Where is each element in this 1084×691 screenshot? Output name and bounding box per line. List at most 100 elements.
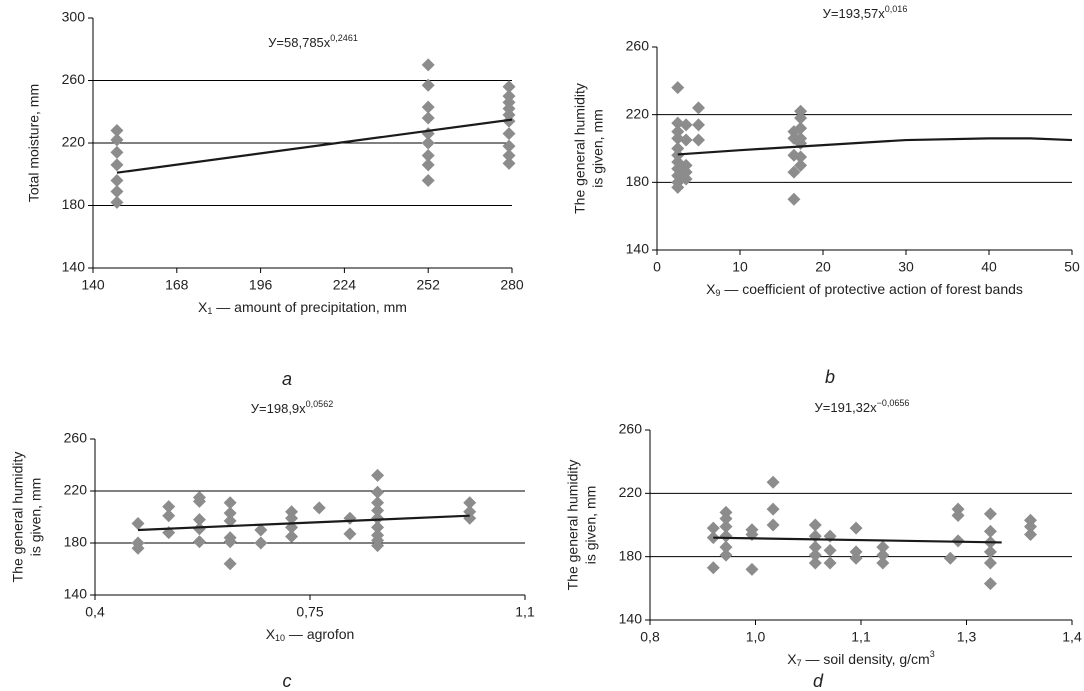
- y-axis-label: is given, mm: [583, 486, 599, 565]
- equation-exponent: 0,0562: [306, 399, 334, 409]
- point: [679, 118, 693, 132]
- point: [110, 158, 124, 172]
- point: [719, 520, 733, 534]
- point: [421, 100, 435, 114]
- y-axis-label: is given, mm: [28, 478, 44, 557]
- point: [223, 514, 237, 528]
- y-tick-label: 260: [64, 430, 88, 446]
- point: [110, 174, 124, 187]
- equation-text: У=198,9x: [251, 401, 306, 416]
- x-tick-label: 30: [898, 259, 914, 275]
- y-tick-label: 140: [62, 259, 86, 275]
- x-tick-label: 140: [81, 277, 105, 293]
- point: [110, 184, 124, 198]
- point: [876, 540, 890, 554]
- x-tick-label: 252: [417, 277, 441, 293]
- y-axis-label: The general humidity: [565, 460, 581, 591]
- x-tick-label: 1,3: [957, 629, 977, 645]
- chart-panel: 140 180 220 260 0,8 1,0 1,1 1,3 1,4 У=191,32x−0,0…: [565, 398, 1082, 690]
- x-label-text: X: [706, 281, 716, 297]
- point: [794, 104, 808, 118]
- x-tick-label: 196: [249, 277, 273, 293]
- point: [502, 149, 516, 162]
- point: [254, 523, 268, 537]
- point: [192, 513, 206, 527]
- equation-exponent: 0,016: [885, 4, 908, 14]
- y-axis-label: is given, mm: [590, 109, 606, 188]
- point: [110, 195, 124, 209]
- x-axis-label: X9 — coefficient of protective action of…: [706, 281, 1023, 299]
- point: [1024, 528, 1038, 541]
- point: [502, 114, 516, 128]
- x-tick-label: 0: [653, 259, 661, 275]
- point: [343, 527, 357, 541]
- point: [192, 494, 206, 508]
- point: [254, 536, 268, 550]
- point: [371, 511, 385, 525]
- y-tick-label: 140: [619, 611, 643, 627]
- equation: У=58,785x0,2461: [268, 33, 358, 50]
- equation-exponent: 0,2461: [330, 33, 358, 43]
- point: [371, 539, 385, 553]
- x-label-subscript: 7: [797, 658, 802, 668]
- point: [463, 496, 477, 510]
- x-tick-label: 50: [1064, 259, 1080, 275]
- point: [285, 511, 299, 525]
- chart-panel: 140 180 220 260 300 140 168 196 224 252 280 У=58,78…: [26, 9, 524, 389]
- point: [983, 524, 997, 538]
- point: [794, 158, 808, 172]
- point: [223, 496, 237, 510]
- point: [371, 520, 385, 534]
- trendline: [713, 536, 1002, 544]
- point: [312, 501, 326, 515]
- point: [671, 180, 685, 194]
- y-tick-label: 140: [626, 241, 650, 257]
- trendline: [677, 137, 1073, 156]
- point: [223, 557, 237, 571]
- point: [808, 529, 822, 543]
- x-tick-label: 1,1: [851, 629, 871, 645]
- point: [671, 148, 685, 162]
- point: [766, 518, 780, 532]
- point: [983, 577, 997, 591]
- x-tick-label: 1,0: [746, 629, 766, 645]
- point: [787, 165, 801, 179]
- y-tick-label: 260: [626, 38, 650, 54]
- point: [192, 522, 206, 536]
- x-tick-label: 0,4: [85, 604, 105, 620]
- point: [745, 562, 759, 576]
- x-tick-label: 1,1: [515, 604, 535, 620]
- y-tick-label: 220: [626, 105, 650, 121]
- point: [823, 556, 837, 570]
- point: [849, 521, 863, 535]
- point: [787, 192, 801, 206]
- panel-label: b: [825, 367, 835, 387]
- x-label-subscript: 10: [275, 633, 285, 643]
- x-tick-label: 0,75: [296, 604, 323, 620]
- x-label-rest: — amount of precipitation, mm: [212, 299, 407, 315]
- x-label-rest: — soil density, g/cm: [802, 651, 930, 667]
- panel-label: d: [813, 671, 824, 691]
- point: [706, 561, 720, 575]
- x-tick-label: 224: [333, 277, 357, 293]
- point: [719, 540, 733, 554]
- y-axis-label: Total moisture, mm: [26, 84, 42, 202]
- point: [502, 156, 516, 170]
- y-tick-label: 220: [64, 482, 88, 498]
- point: [162, 509, 176, 523]
- y-tick-label: 260: [62, 71, 86, 87]
- y-tick-label: 260: [619, 421, 643, 437]
- y-tick-label: 140: [64, 586, 88, 602]
- equation-exponent: −0,0656: [877, 398, 910, 408]
- y-tick-label: 180: [62, 196, 86, 212]
- equation-text: У=193,57x: [823, 6, 886, 21]
- y-tick-label: 180: [619, 547, 643, 563]
- x-label-subscript: 9: [715, 288, 720, 298]
- point: [692, 118, 705, 132]
- x-axis-label: X1 — amount of precipitation, mm: [198, 299, 407, 317]
- chart-panel: 140 180 220 260 0 10 20 30 40 50 У=193,57x0,016 X9 …: [572, 4, 1080, 386]
- point: [343, 511, 357, 525]
- y-axis-label: The general humidity: [572, 83, 588, 214]
- point: [983, 556, 997, 570]
